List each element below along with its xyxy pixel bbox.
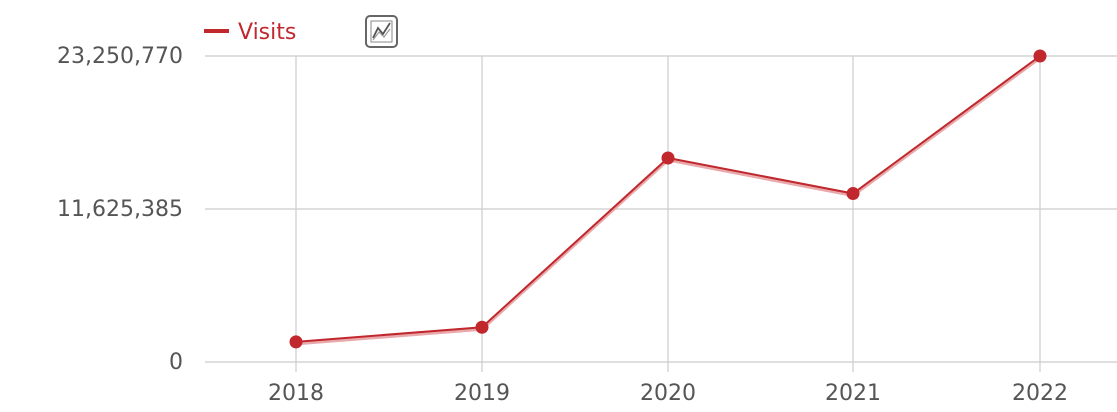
- y-tick-label: 23,250,770: [57, 44, 183, 69]
- data-point[interactable]: [1033, 49, 1047, 63]
- data-point[interactable]: [475, 320, 489, 334]
- legend[interactable]: Visits: [204, 20, 296, 45]
- grid: [205, 55, 1117, 372]
- x-tick-label: 2020: [640, 381, 696, 406]
- x-axis: 2018 2019 2020 2021 2022: [268, 381, 1068, 406]
- series-visits: [289, 49, 1047, 349]
- data-point[interactable]: [846, 187, 860, 201]
- data-point[interactable]: [289, 335, 303, 349]
- x-tick-label: 2022: [1012, 381, 1068, 406]
- y-axis: 0 11,625,385 23,250,770: [57, 44, 183, 375]
- x-tick-label: 2018: [268, 381, 324, 406]
- x-tick-label: 2021: [825, 381, 881, 406]
- data-point[interactable]: [661, 151, 675, 165]
- y-tick-label: 11,625,385: [57, 197, 183, 222]
- y-tick-label: 0: [169, 350, 183, 375]
- line-chart-icon[interactable]: [365, 15, 398, 48]
- x-tick-label: 2019: [454, 381, 510, 406]
- legend-series-label: Visits: [238, 20, 296, 45]
